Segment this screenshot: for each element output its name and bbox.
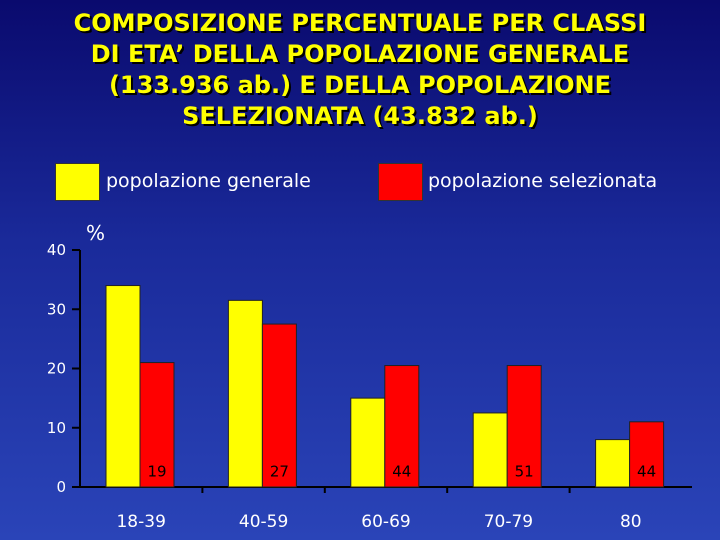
x-tick-label: 40-59	[239, 512, 288, 532]
data-label: 27	[270, 462, 289, 480]
data-label: 19	[147, 462, 166, 480]
y-tick-label: 30	[47, 300, 66, 318]
data-label: 51	[515, 462, 534, 480]
bar-selezionata-70-79	[506, 365, 542, 488]
y-tick-label: 10	[47, 419, 66, 437]
bar-generale-70-79	[472, 412, 508, 488]
bar-selezionata-60-69	[384, 365, 420, 488]
y-tick-label: 40	[47, 241, 66, 259]
legend-swatch-selezionata	[378, 163, 423, 201]
bar-generale-60-69	[350, 397, 386, 488]
x-tick-label: 80	[620, 512, 642, 532]
legend-label-generale: popolazione generale	[106, 170, 311, 192]
legend-swatch-generale	[55, 163, 100, 201]
x-tick-label: 70-79	[484, 512, 533, 532]
x-tick-label: 18-39	[116, 512, 165, 532]
x-tick-label: 60-69	[361, 512, 410, 532]
y-axis-label: %	[86, 221, 105, 245]
y-tick-label: 0	[56, 478, 66, 496]
chart-title: COMPOSIZIONE PERCENTUALE PER CLASSI DI E…	[73, 9, 647, 130]
data-label: 44	[637, 462, 656, 480]
bar-generale-40-59	[227, 299, 263, 488]
data-label: 44	[392, 462, 411, 480]
bar-generale-18-39	[105, 285, 141, 488]
bar-selezionata-18-39	[139, 362, 175, 488]
legend-label-selezionata: popolazione selezionata	[428, 170, 658, 192]
bar-selezionata-80	[629, 421, 665, 488]
bar-generale-80	[595, 439, 631, 488]
bar-selezionata-40-59	[261, 323, 297, 488]
y-tick-label: 20	[47, 360, 66, 378]
